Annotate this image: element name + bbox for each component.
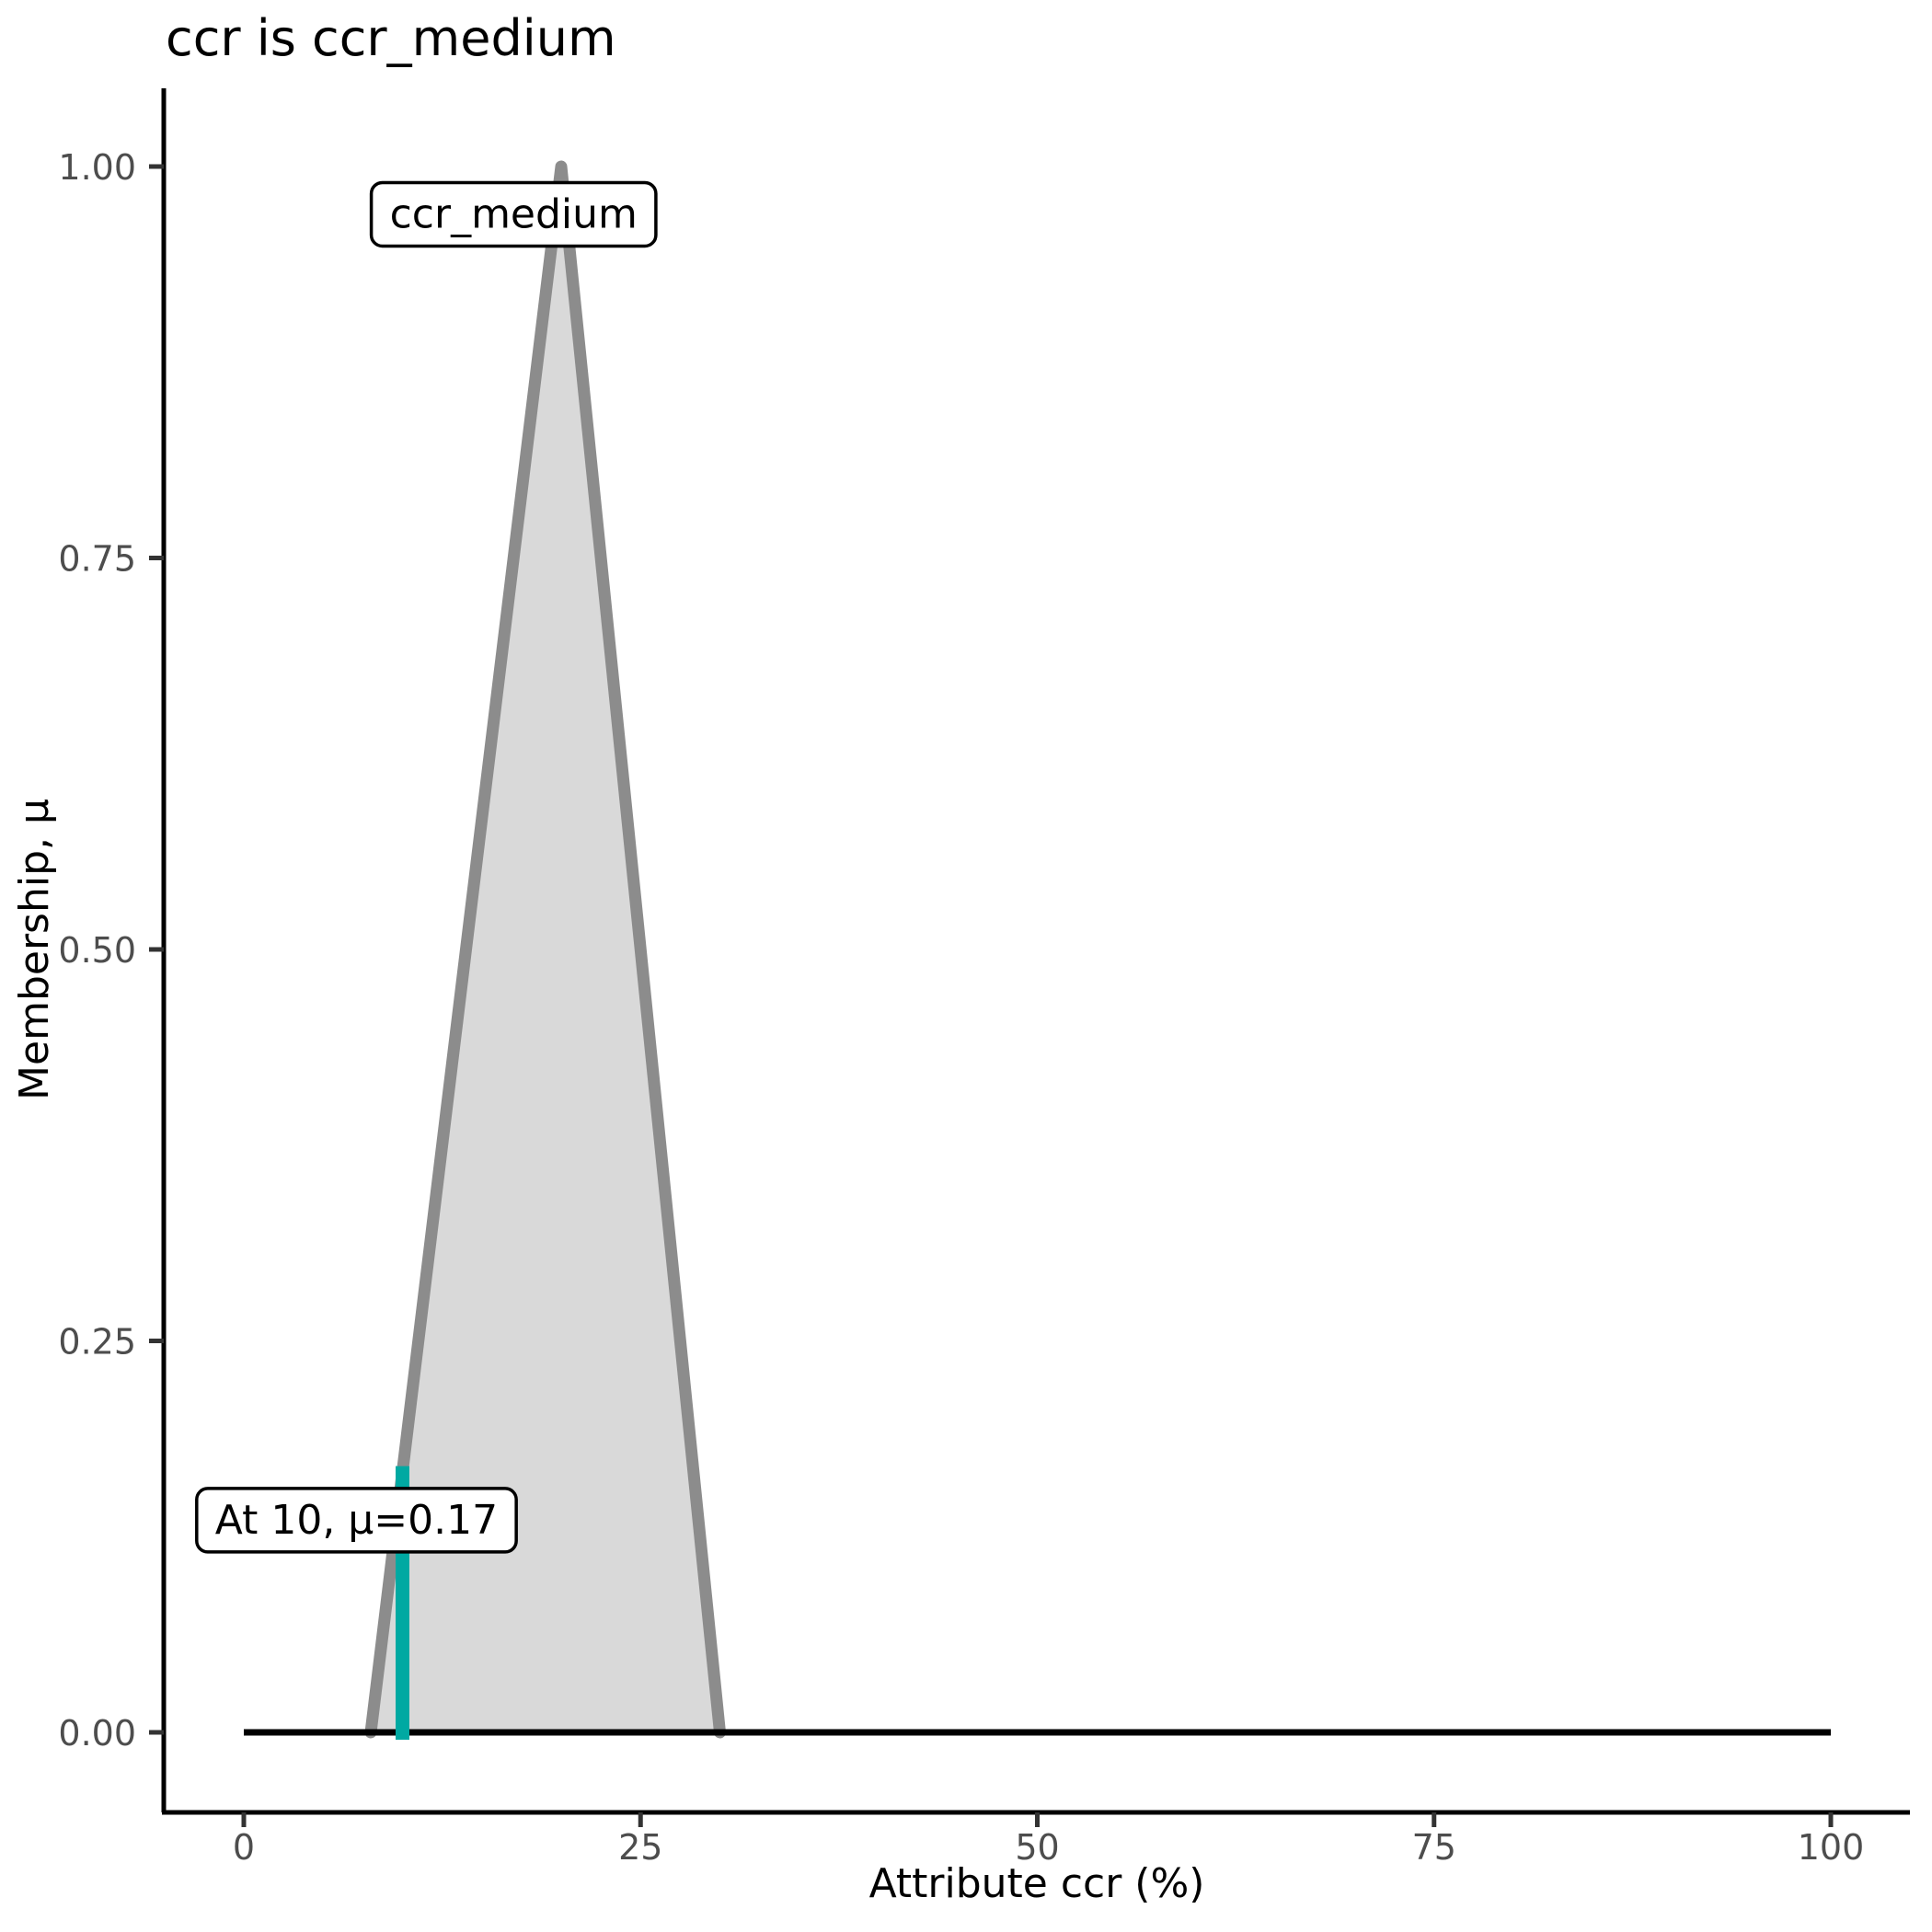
set-label: ccr_medium [369, 180, 658, 248]
membership-line [364, 160, 726, 1739]
annotation-layer: ccr_medium At 10, μ=0.17 [195, 180, 658, 1554]
y-axis-title: Membership, μ [11, 799, 58, 1100]
axis-layer: 0 25 50 75 100 0.00 0.25 0.50 0.75 1.00 [58, 88, 1910, 1868]
x-tick-label: 50 [1015, 1827, 1059, 1868]
annotation-box [195, 1487, 518, 1554]
series-layer [244, 160, 1831, 1740]
x-tick-label: 75 [1412, 1827, 1456, 1868]
membership-area-fill [371, 167, 720, 1732]
query-label: At 10, μ=0.17 [195, 1487, 518, 1554]
annotation-label: ccr_medium [390, 190, 638, 237]
y-tick-label: 1.00 [58, 147, 136, 188]
x-tick-label: 100 [1798, 1827, 1865, 1868]
y-tick-label: 0.25 [58, 1322, 136, 1363]
chart-title: ccr is ccr_medium [166, 9, 616, 67]
y-tick-label: 0.50 [58, 930, 136, 971]
x-axis-title: Attribute ccr (%) [869, 1860, 1205, 1907]
x-tick-label: 25 [618, 1827, 662, 1868]
y-tick-label: 0.00 [58, 1713, 136, 1754]
y-tick-label: 0.75 [58, 539, 136, 580]
x-tick-label: 0 [233, 1827, 255, 1868]
annotation-box [369, 180, 658, 248]
annotation-label: At 10, μ=0.17 [215, 1497, 498, 1544]
